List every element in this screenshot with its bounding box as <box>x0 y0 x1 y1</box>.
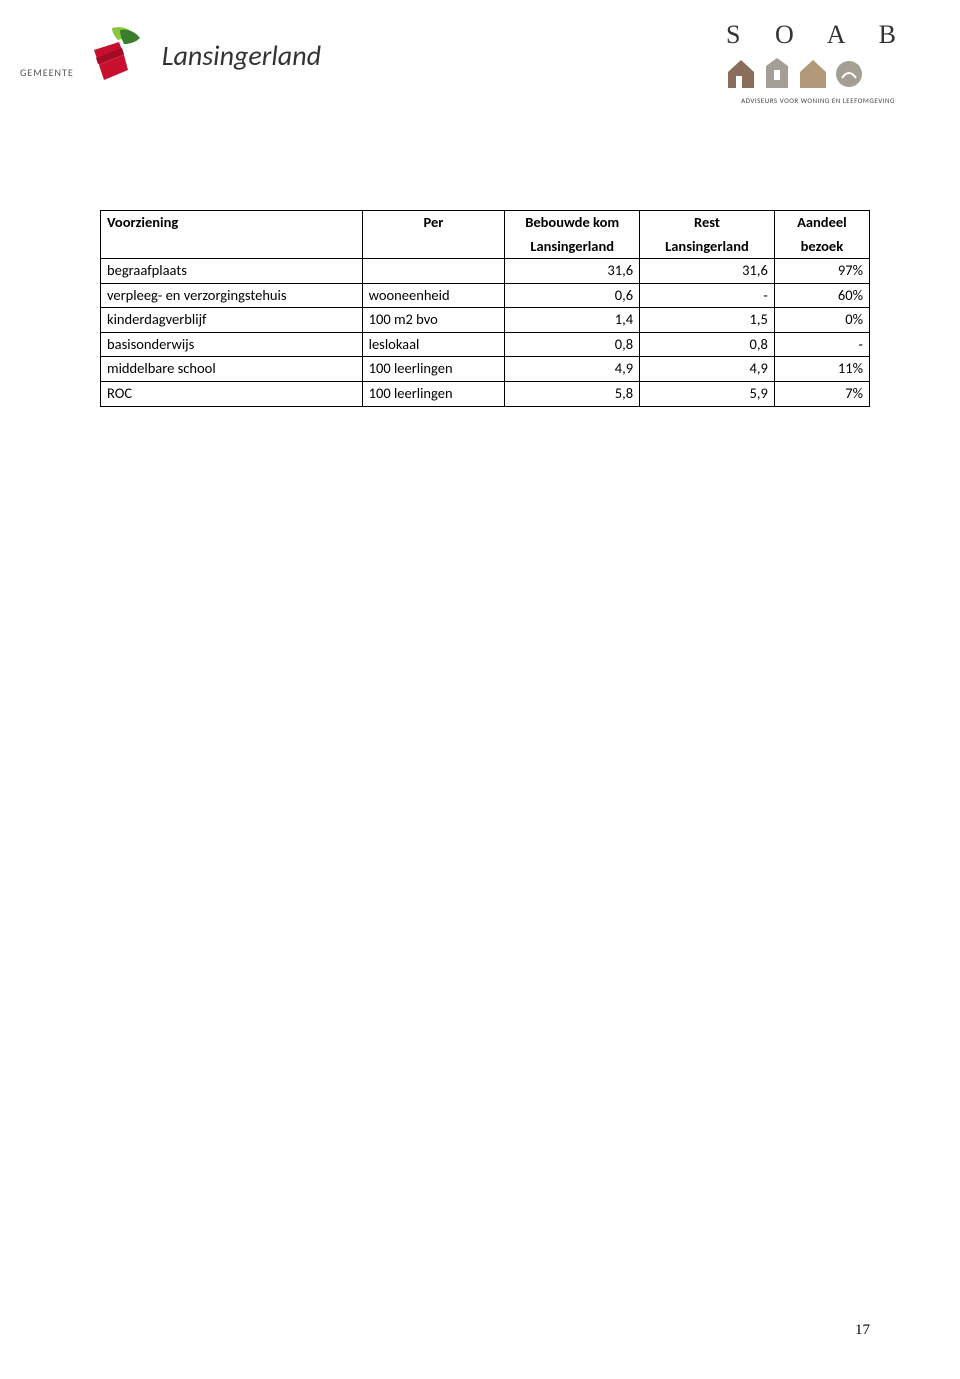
cell-rest: 5,9 <box>640 381 775 406</box>
cell-rest: 4,9 <box>640 357 775 382</box>
main-content: Voorziening Per Bebouwde kom Rest Aandee… <box>0 130 960 407</box>
table-row: verpleeg- en verzorgingstehuiswooneenhei… <box>101 283 870 308</box>
page-header: GEMEENTE Lansingerland S O A B <box>0 0 960 130</box>
table-header-row-1: Voorziening Per Bebouwde kom Rest Aandee… <box>101 211 870 235</box>
soab-letters: S O A B <box>726 20 910 50</box>
cell-kom: 0,6 <box>505 283 640 308</box>
cell-per: leslokaal <box>362 332 505 357</box>
cell-kom: 0,8 <box>505 332 640 357</box>
cell-per: 100 leerlingen <box>362 357 505 382</box>
cell-aandeel: - <box>774 332 869 357</box>
cell-voorziening: middelbare school <box>101 357 363 382</box>
th-kom: Bebouwde kom <box>505 211 640 235</box>
th-rest-sub: Lansingerland <box>640 235 775 259</box>
cell-aandeel: 97% <box>774 259 869 284</box>
soab-circle-icon <box>834 56 864 90</box>
cell-kom: 4,9 <box>505 357 640 382</box>
cell-rest: 31,6 <box>640 259 775 284</box>
cell-voorziening: kinderdagverblijf <box>101 308 363 333</box>
th-per: Per <box>362 211 505 259</box>
lansingerland-icon <box>84 20 154 90</box>
cell-aandeel: 11% <box>774 357 869 382</box>
table-row: ROC100 leerlingen5,85,97% <box>101 381 870 406</box>
cell-voorziening: ROC <box>101 381 363 406</box>
logo-soab: S O A B <box>726 20 910 105</box>
soab-mono-icon <box>798 56 828 90</box>
lansingerland-logo: Lansingerland <box>84 20 321 90</box>
cell-rest: - <box>640 283 775 308</box>
cell-per: wooneenheid <box>362 283 505 308</box>
lansingerland-text: Lansingerland <box>162 38 321 73</box>
th-aandeel: Aandeel <box>774 211 869 235</box>
page-number: 17 <box>855 1322 870 1339</box>
cell-voorziening: basisonderwijs <box>101 332 363 357</box>
cell-kom: 1,4 <box>505 308 640 333</box>
cell-per: 100 m2 bvo <box>362 308 505 333</box>
th-kom-sub: Lansingerland <box>505 235 640 259</box>
cell-kom: 31,6 <box>505 259 640 284</box>
soab-tagline: ADVISEURS VOOR WONING EN LEEFOMGEVING <box>726 96 910 105</box>
th-voorziening: Voorziening <box>101 211 363 259</box>
table-row: kinderdagverblijf100 m2 bvo1,41,50% <box>101 308 870 333</box>
cell-voorziening: verpleeg- en verzorgingstehuis <box>101 283 363 308</box>
cell-aandeel: 7% <box>774 381 869 406</box>
table-body: begraafplaats31,631,697%verpleeg- en ver… <box>101 259 870 406</box>
cell-kom: 5,8 <box>505 381 640 406</box>
th-rest: Rest <box>640 211 775 235</box>
table-row: middelbare school100 leerlingen4,94,911% <box>101 357 870 382</box>
soab-icons <box>726 56 910 90</box>
cell-aandeel: 0% <box>774 308 869 333</box>
gemeente-label: GEMEENTE <box>20 66 74 79</box>
th-aandeel-sub: bezoek <box>774 235 869 259</box>
table-row: basisonderwijsleslokaal0,80,8- <box>101 332 870 357</box>
voorziening-table: Voorziening Per Bebouwde kom Rest Aandee… <box>100 210 870 407</box>
cell-rest: 0,8 <box>640 332 775 357</box>
cell-voorziening: begraafplaats <box>101 259 363 284</box>
cell-aandeel: 60% <box>774 283 869 308</box>
cell-rest: 1,5 <box>640 308 775 333</box>
soab-house-icon <box>726 56 756 90</box>
table-row: begraafplaats31,631,697% <box>101 259 870 284</box>
cell-per: 100 leerlingen <box>362 381 505 406</box>
cell-per <box>362 259 505 284</box>
soab-building-icon <box>762 56 792 90</box>
logo-lansingerland: GEMEENTE Lansingerland <box>20 20 321 90</box>
